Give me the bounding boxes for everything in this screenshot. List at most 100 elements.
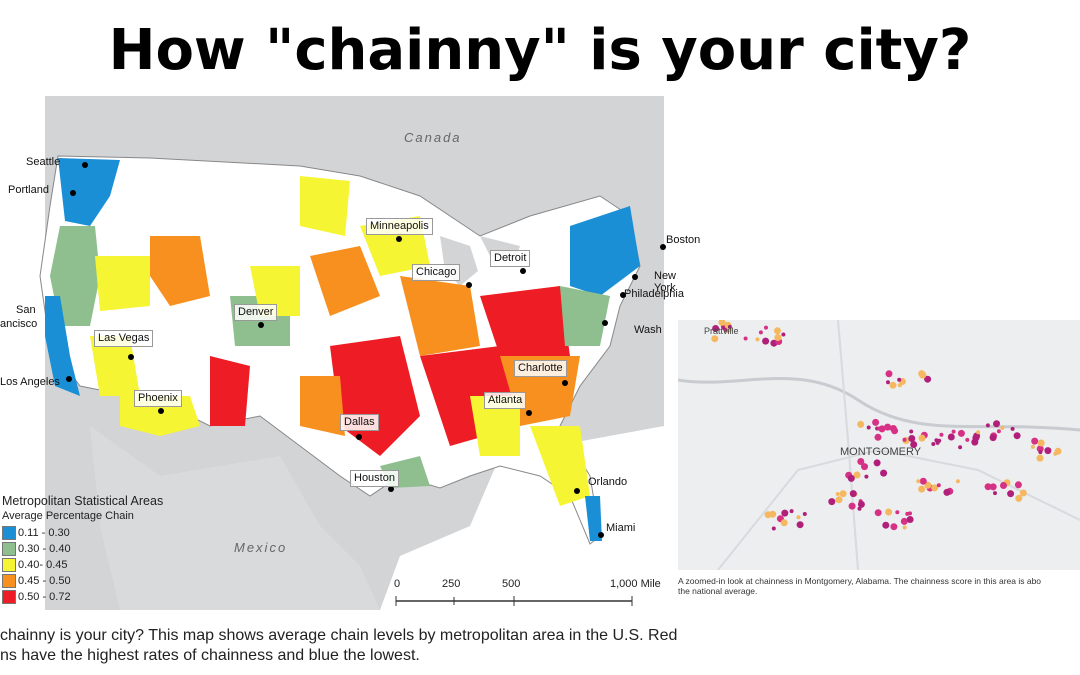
scale-tick-label: 500 [502, 578, 521, 590]
region-dakota-yellow [300, 176, 350, 236]
city-label-charlotte: Charlotte [514, 360, 567, 377]
region-florida-yellow [530, 426, 590, 506]
chain-location-dot [727, 324, 732, 329]
city-dot-philadelphia [620, 292, 626, 298]
legend-swatch [2, 590, 16, 604]
pacific-ocean [0, 96, 45, 610]
chain-location-dot [939, 432, 944, 437]
chain-location-dot [789, 509, 794, 514]
region-midatlantic-green [560, 286, 610, 346]
chain-location-dot [971, 438, 979, 446]
chain-location-dot [918, 370, 926, 378]
chain-location-dot [955, 479, 960, 484]
chain-location-dot [1000, 482, 1007, 489]
city-dot-los-angeles [66, 376, 72, 382]
chain-location-dot [874, 509, 882, 517]
chain-location-dot [976, 430, 981, 435]
caption-line-1: chainny is your city? This map shows ave… [0, 627, 678, 644]
chain-location-dot [780, 519, 788, 527]
chain-location-dot [1013, 432, 1021, 440]
montgomery-inset-map: Prattville MONTGOMERY [678, 320, 1080, 570]
inset-caption-line-2: the national average. [678, 586, 758, 596]
chain-location-dot [847, 474, 855, 482]
city-label-detroit: Detroit [490, 250, 531, 267]
chain-location-dot [973, 432, 981, 440]
region-gulf-yellow [470, 396, 520, 456]
chain-location-dot [848, 502, 856, 510]
region-appalachia-red [480, 286, 570, 356]
chain-location-dot [796, 515, 801, 520]
chain-location-dot [857, 506, 862, 511]
chain-location-dot [781, 509, 789, 517]
chain-location-dot [906, 516, 914, 523]
city-label-houston: Houston [350, 470, 399, 487]
city-label-sf-1: San [16, 304, 36, 316]
chain-location-dot [1038, 450, 1043, 455]
city-dot-washington [602, 320, 608, 326]
city-dot-chicago [466, 282, 472, 288]
region-northeast-blue [570, 206, 640, 296]
chain-location-dot [839, 490, 847, 498]
chain-location-dot [1031, 437, 1039, 445]
chain-location-dot [965, 437, 970, 442]
city-label-miami: Miami [606, 522, 636, 534]
chain-location-dot [762, 337, 770, 345]
region-idaho-orange [150, 236, 210, 306]
chain-location-dot [796, 521, 804, 529]
legend-swatch [2, 558, 16, 572]
chain-location-dot [802, 512, 807, 516]
chain-location-dot [1019, 489, 1027, 497]
chain-location-dot [1053, 451, 1058, 456]
region-northwest-blue [58, 158, 120, 226]
chain-location-dot [849, 490, 857, 498]
region-nevada-yellow [90, 336, 140, 396]
chain-location-dot [1010, 426, 1015, 431]
city-label-denver: Denver [234, 304, 278, 321]
region-plains-orange [310, 246, 380, 316]
city-label-dallas: Dallas [340, 414, 379, 431]
map-caption: chainny is your city? This map shows ave… [0, 626, 760, 666]
page-title: How "chainny" is your city? [108, 18, 972, 83]
chain-location-dot [918, 485, 926, 493]
region-midwest-orange [400, 276, 480, 356]
chain-location-dot [774, 334, 782, 341]
region-miami-blue [585, 496, 602, 541]
legend-item: 0.30 - 0.40 [2, 541, 163, 557]
inset-label-prattville: Prattville [704, 326, 739, 336]
chain-location-dot [924, 375, 932, 383]
legend-swatch [2, 574, 16, 588]
chain-location-dot [984, 483, 992, 491]
chain-location-dot [902, 437, 907, 442]
chain-location-dot [857, 458, 865, 465]
legend-swatch [2, 526, 16, 540]
city-dot-atlanta [526, 410, 532, 416]
chain-location-dot [1037, 439, 1045, 447]
chain-location-dot [743, 336, 748, 341]
chain-location-dot [1036, 454, 1044, 462]
city-label-philadelphia: Philadelphia [624, 288, 684, 300]
chain-location-dot [905, 511, 910, 516]
chain-location-dot [947, 433, 955, 441]
region-california-blue [45, 296, 80, 396]
city-label-minneapolis: Minneapolis [366, 218, 433, 235]
chain-location-dot [835, 492, 840, 496]
chain-location-dot [1030, 444, 1035, 449]
city-label-washington: Wash [634, 324, 662, 336]
chain-location-dot [873, 459, 881, 467]
chain-location-dot [771, 526, 776, 531]
chain-location-dot [758, 330, 763, 335]
chain-location-dot [951, 429, 956, 434]
chain-location-dot [718, 320, 726, 326]
city-label-las-vegas: Las Vegas [94, 330, 154, 347]
city-label-atlanta: Atlanta [484, 392, 527, 409]
legend-label: 0.11 - 0.30 [18, 527, 70, 539]
city-dot-seattle [82, 162, 88, 168]
region-wyoming-yellow [250, 266, 300, 316]
road [717, 448, 1080, 570]
inset-label-montgomery: MONTGOMERY [840, 446, 922, 458]
chain-location-dot [918, 434, 926, 442]
region-texas-orange [300, 376, 345, 436]
chain-location-dot [916, 479, 921, 484]
city-dot-miami [598, 532, 604, 538]
chain-location-dot [857, 500, 865, 508]
